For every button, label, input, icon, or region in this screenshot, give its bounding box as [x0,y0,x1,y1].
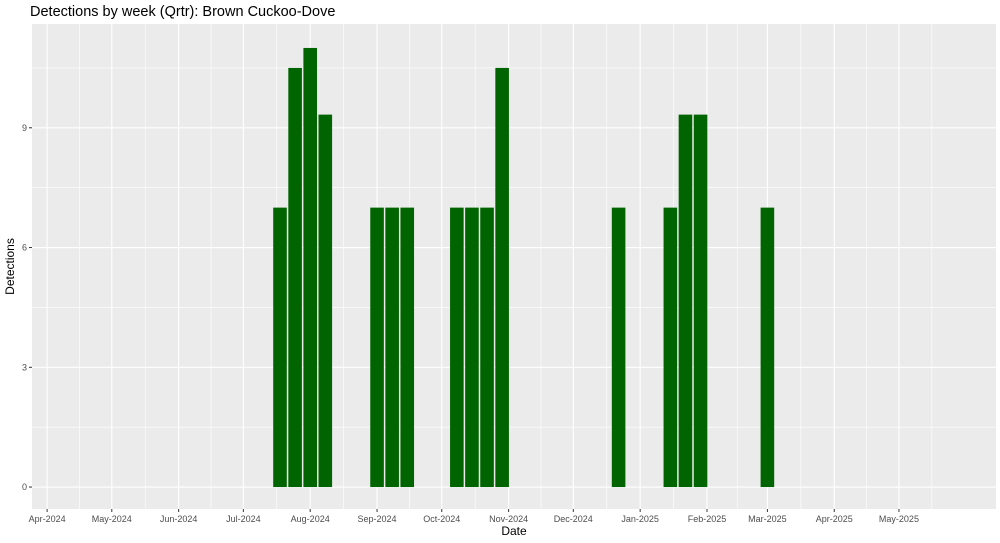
bar [450,207,464,488]
bar [465,207,479,488]
bar [693,114,708,488]
y-tick-label: 9 [22,123,27,133]
x-tick-label: Sep-2024 [358,514,397,524]
x-tick-label: Apr-2024 [29,514,66,524]
bar [400,207,415,488]
x-tick-label: Feb-2025 [688,514,727,524]
x-tick-label: Aug-2024 [291,514,330,524]
chart-title: Detections by week (Qrtr): Brown Cuckoo-… [30,4,335,20]
x-axis: Apr-2024 May-2024 Jun-2024 Jul-2024 Aug-2024… [29,509,919,524]
x-tick-label: Apr-2025 [816,514,853,524]
x-tick-label: Dec-2024 [554,514,593,524]
y-tick-label: 6 [22,243,27,253]
x-tick-label: May-2024 [92,514,132,524]
y-tick-label: 0 [22,482,27,492]
x-tick-label: May-2025 [879,514,919,524]
x-tick-label: Nov-2024 [489,514,528,524]
bar [318,114,333,488]
bar [760,207,775,488]
y-axis: 0 3 6 9 [22,123,32,492]
bar [370,207,384,488]
x-tick-label: Jul-2024 [226,514,261,524]
bar [303,47,317,488]
plot-panel [32,24,996,509]
bar-series [273,47,775,488]
bar [495,67,509,488]
bar [273,207,287,488]
x-axis-title: Date [501,524,527,538]
bar [663,207,678,488]
bar [611,207,626,488]
x-tick-label: Jun-2024 [160,514,198,524]
x-tick-label: Mar-2025 [748,514,787,524]
x-tick-label: Oct-2024 [423,514,460,524]
y-tick-label: 3 [22,362,27,372]
bar [678,114,693,488]
y-axis-title: Detections [3,238,17,295]
bar [385,207,399,488]
bar [288,67,302,488]
x-tick-label: Jan-2025 [621,514,659,524]
bar [480,207,494,488]
